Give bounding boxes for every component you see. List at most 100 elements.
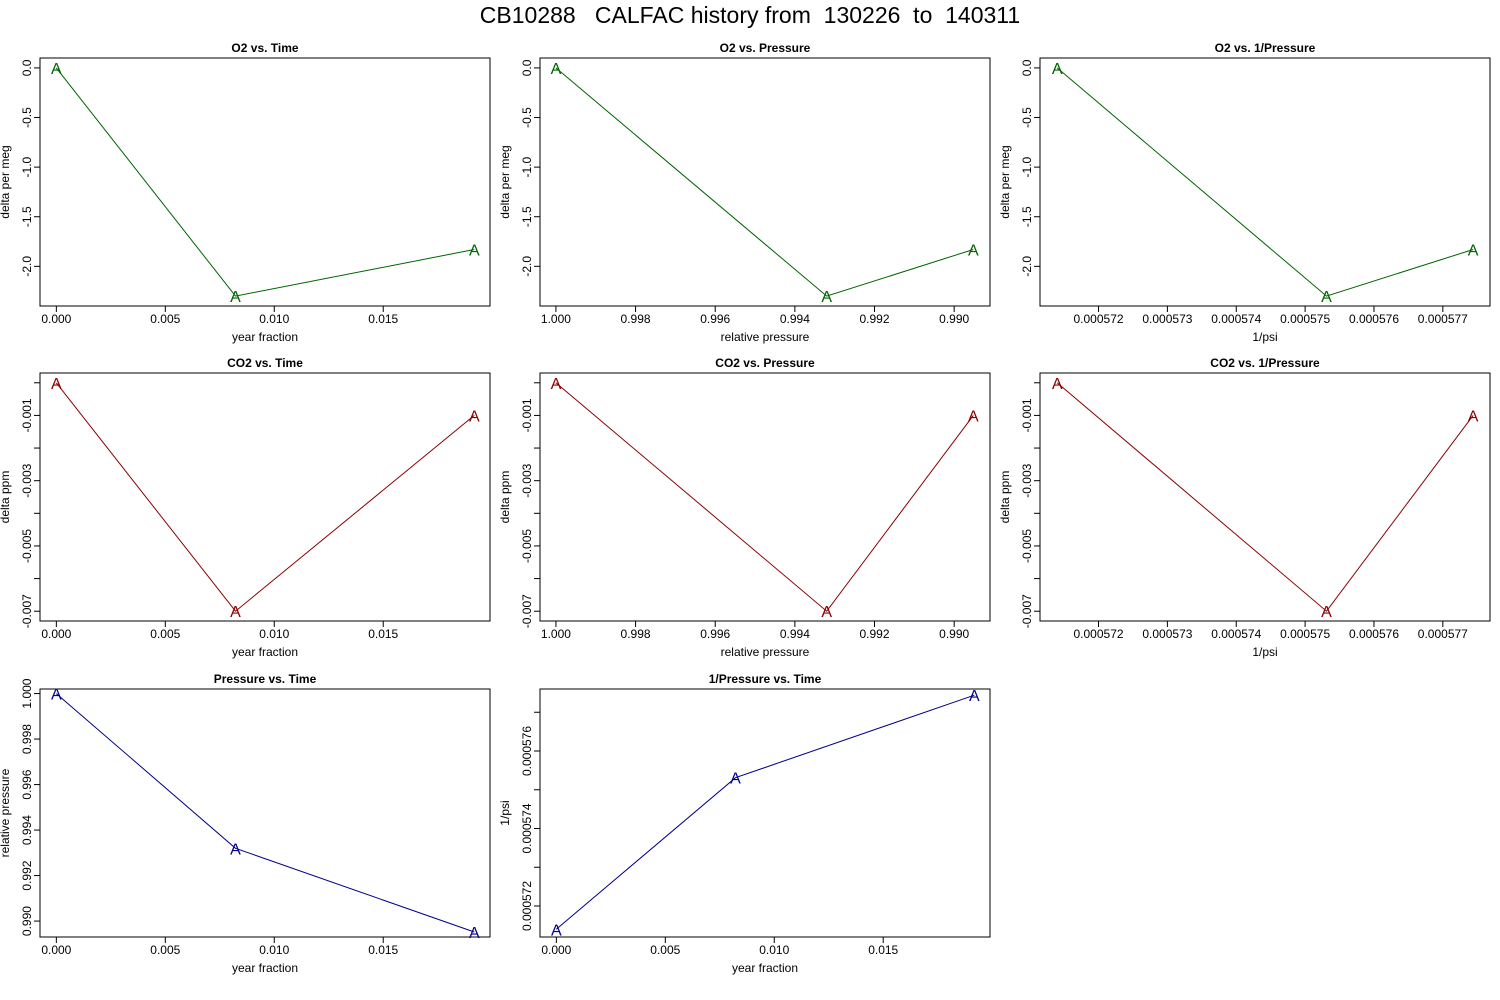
series-line [555, 67, 974, 297]
y-axis-label: delta ppm [998, 471, 1012, 524]
y-tick-label: -1.5 [1020, 206, 1034, 227]
data-point-marker: A [1052, 61, 1063, 78]
y-tick-label: 0.000576 [520, 726, 534, 776]
x-tick-label: 0.000577 [1418, 627, 1468, 641]
y-tick-label: -2.0 [20, 256, 34, 277]
x-tick-label: 0.000576 [1349, 312, 1399, 326]
data-point-marker: A [469, 408, 480, 425]
y-axis-label: relative pressure [0, 768, 12, 857]
y-tick-label: 0.996 [20, 769, 34, 799]
series-line [555, 694, 975, 930]
x-axis-label: 1/psi [1252, 645, 1277, 659]
x-tick-label: 0.000575 [1280, 627, 1330, 641]
y-tick-label: -0.003 [1020, 463, 1034, 497]
y-tick-label: -1.5 [520, 206, 534, 227]
x-tick-label: 0.015 [868, 943, 898, 957]
x-tick-label: 0.990 [939, 312, 969, 326]
x-axis-label: relative pressure [721, 645, 810, 659]
y-tick-label: 1.000 [20, 678, 34, 708]
x-tick-label: 0.992 [859, 627, 889, 641]
data-point-marker: A [51, 376, 62, 393]
x-tick-label: 0.015 [368, 627, 398, 641]
x-tick-label: 0.010 [759, 943, 789, 957]
data-point-marker: A [969, 688, 980, 705]
x-tick-label: 0.994 [780, 627, 810, 641]
y-tick-label: -0.005 [520, 529, 534, 563]
y-tick-label: 0.994 [20, 815, 34, 845]
x-tick-label: 0.010 [259, 943, 289, 957]
panel-title: O2 vs. 1/Pressure [1215, 41, 1316, 55]
data-point-marker: A [821, 604, 832, 621]
y-tick-label: -1.0 [520, 156, 534, 177]
y-tick-label: -0.003 [520, 463, 534, 497]
data-point-marker: A [230, 604, 241, 621]
x-tick-label: 0.998 [621, 627, 651, 641]
x-tick-label: 0.992 [859, 312, 889, 326]
x-axis-label: year fraction [732, 961, 798, 975]
y-axis-label: delta ppm [498, 471, 512, 524]
x-tick-label: 0.990 [939, 627, 969, 641]
chart-panel-1: O2 vs. Time year fraction delta per meg 0.0… [0, 41, 491, 344]
x-tick-label: 0.000574 [1211, 627, 1261, 641]
chart-panel-3: O2 vs. 1/Pressure 1/psi delta per meg 0.000… [998, 41, 1491, 344]
x-tick-label: 0.998 [621, 312, 651, 326]
y-tick-label: -0.001 [520, 398, 534, 432]
y-tick-label: 0.0 [520, 59, 534, 76]
y-tick-label: -0.007 [520, 594, 534, 628]
y-axis-label: 1/psi [498, 800, 512, 825]
y-tick-label: -0.005 [20, 529, 34, 563]
chart-panel-2: O2 vs. Pressure relative pressure delta pe… [498, 41, 991, 344]
plot-frame [539, 372, 991, 622]
chart-panel-7: Pressure vs. Time year fraction relative p… [0, 672, 491, 975]
y-tick-label: 0.992 [20, 860, 34, 890]
data-point-marker: A [230, 841, 241, 858]
x-tick-label: 1.000 [541, 312, 571, 326]
y-tick-label: -0.005 [1020, 529, 1034, 563]
y-tick-label: 0.998 [20, 724, 34, 754]
x-tick-label: 0.000 [541, 943, 571, 957]
series-line [1056, 382, 1474, 612]
data-point-marker: A [1321, 604, 1332, 621]
plot-frame [1039, 372, 1491, 622]
x-tick-label: 0.015 [368, 943, 398, 957]
x-tick-label: 0.015 [368, 312, 398, 326]
x-tick-label: 0.005 [150, 627, 180, 641]
x-tick-label: 0.005 [150, 943, 180, 957]
y-axis-label: delta per meg [998, 145, 1012, 218]
x-tick-label: 0.005 [150, 312, 180, 326]
series-line [55, 693, 475, 933]
x-axis-label: year fraction [232, 645, 298, 659]
data-point-marker: A [551, 61, 562, 78]
plot-frame [539, 57, 991, 307]
x-tick-label: 0.000 [41, 943, 71, 957]
chart-panel-8: 1/Pressure vs. Time year fraction 1/psi 0.0… [498, 672, 991, 975]
series-line [55, 382, 475, 612]
panel-title: O2 vs. Time [231, 41, 298, 55]
y-tick-label: -2.0 [520, 256, 534, 277]
y-tick-label: -0.5 [520, 107, 534, 128]
data-point-marker: A [1321, 289, 1332, 306]
x-tick-label: 0.000573 [1142, 312, 1192, 326]
data-point-marker: A [821, 289, 832, 306]
data-point-marker: A [1468, 242, 1479, 259]
y-tick-label: 0.0 [20, 59, 34, 76]
data-point-marker: A [1052, 376, 1063, 393]
x-tick-label: 0.000576 [1349, 627, 1399, 641]
x-axis-label: year fraction [232, 330, 298, 344]
x-tick-label: 0.000573 [1142, 627, 1192, 641]
y-tick-label: -1.0 [20, 156, 34, 177]
series-line [1056, 67, 1474, 297]
y-axis-label: delta per meg [0, 145, 12, 218]
plot-frame [1039, 57, 1491, 307]
x-tick-label: 0.000577 [1418, 312, 1468, 326]
panel-title: CO2 vs. Pressure [715, 356, 815, 370]
data-point-marker: A [230, 289, 241, 306]
y-tick-label: -2.0 [1020, 256, 1034, 277]
x-axis-label: 1/psi [1252, 330, 1277, 344]
panel-title: Pressure vs. Time [214, 672, 317, 686]
data-point-marker: A [51, 61, 62, 78]
y-tick-label: -0.5 [20, 107, 34, 128]
y-tick-label: -0.007 [20, 594, 34, 628]
data-point-marker: A [469, 925, 480, 942]
